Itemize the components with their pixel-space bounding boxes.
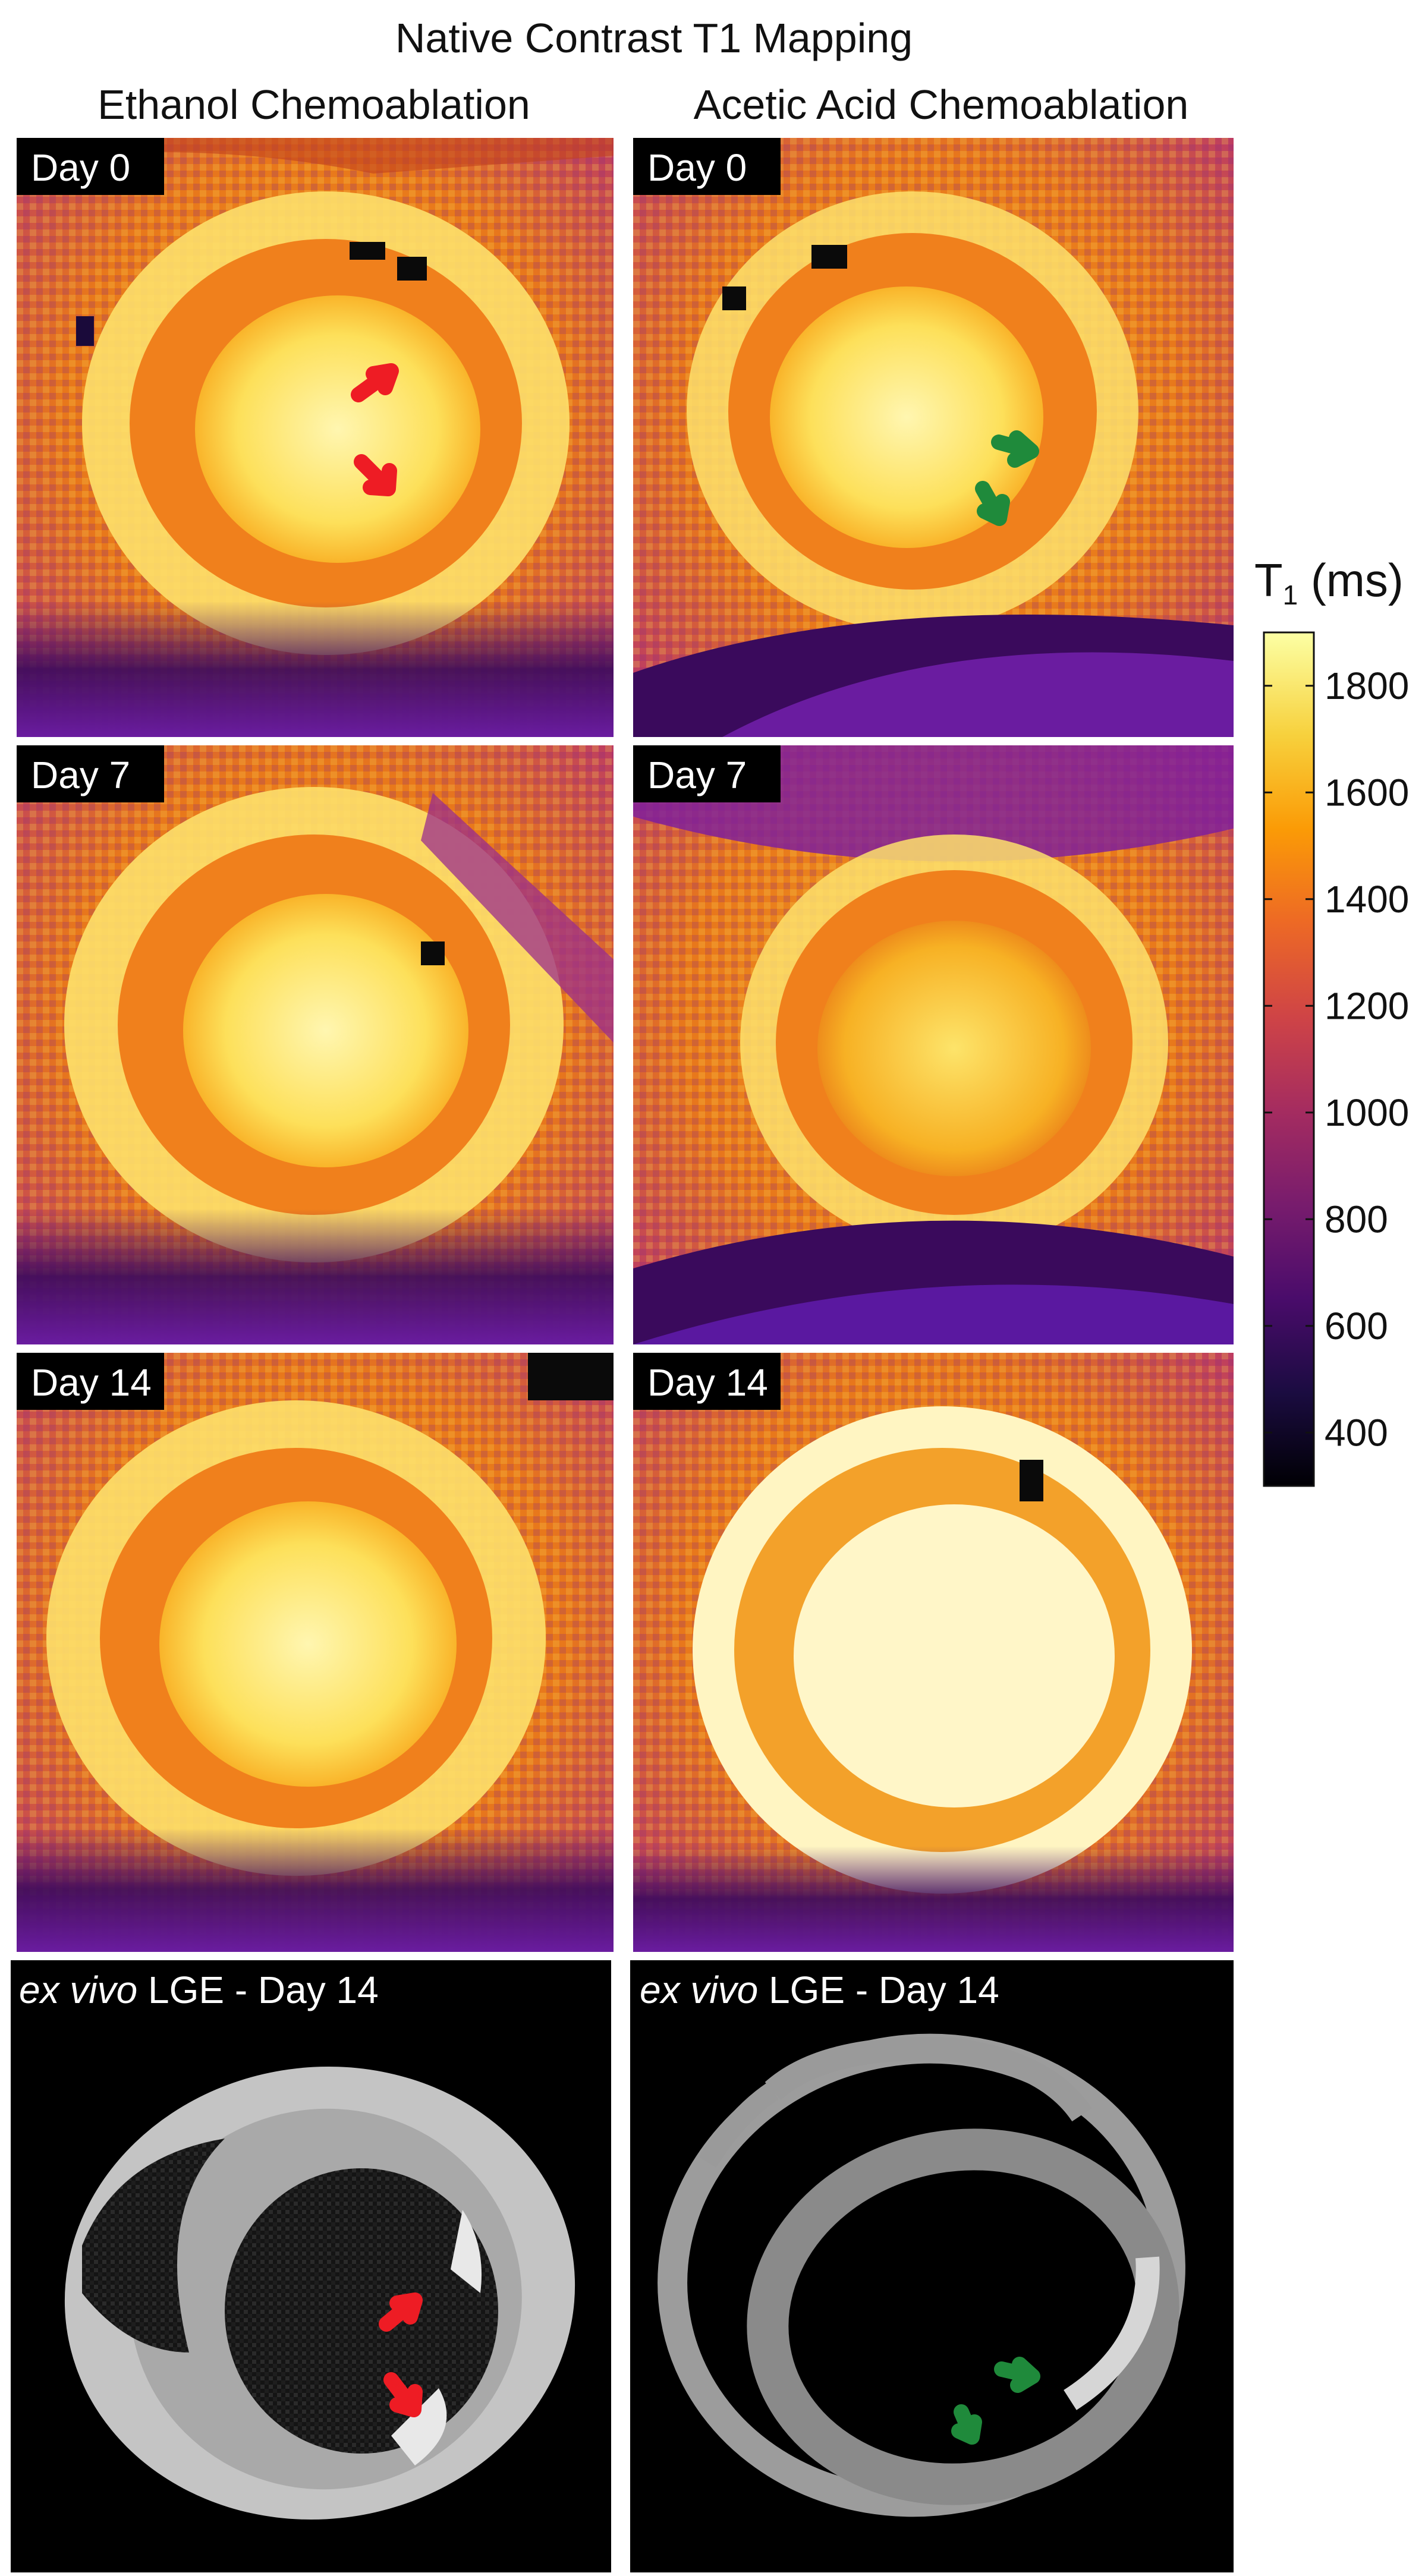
day-label: Day 14 [647, 1361, 768, 1404]
green-arrow-icon [975, 481, 1010, 526]
colorbar-tick-label: 1400 [1325, 878, 1409, 921]
red-arrow-icon [354, 454, 397, 496]
lge-label-suffix: LGE - Day 14 [137, 1969, 379, 2011]
lge-ethanol-day14: ex vivo LGE - Day 14 [11, 1960, 611, 2572]
colorbar-title: T1 (ms) [1254, 554, 1404, 610]
colorbar-tick-label: 1000 [1325, 1091, 1409, 1134]
lge-acetic-day14: ex vivo LGE - Day 14 [630, 1960, 1234, 2572]
colorbar-tick-label: 400 [1325, 1411, 1388, 1454]
column-header-acetic: Acetic Acid Chemoablation [694, 81, 1189, 128]
colorbar-tick-label: 1600 [1325, 771, 1409, 814]
colorbar-title-unit: (ms) [1298, 554, 1404, 606]
colorbar-tick-label: 1200 [1325, 984, 1409, 1027]
colorbar-title-symbol: T [1254, 554, 1283, 606]
day-label: Day 7 [647, 754, 747, 796]
red-arrow-icon [379, 2292, 423, 2332]
day-label: Day 0 [647, 146, 747, 189]
lge-label-suffix: LGE - Day 14 [758, 1969, 999, 2011]
colorbar-scale [1263, 631, 1315, 1487]
lge-label-prefix: ex vivo [19, 1969, 137, 2011]
day-label: Day 14 [31, 1361, 152, 1404]
green-arrow-icon [994, 2357, 1040, 2393]
lge-label: ex vivo LGE - Day 14 [19, 1969, 379, 2011]
day-label: Day 7 [31, 754, 130, 796]
t1-map-acetic-day7: Day 7 [633, 745, 1234, 1344]
colorbar: T1 (ms) 1800 1600 1400 1200 1000 800 600 400 [1254, 554, 1409, 1487]
colorbar-tick-label: 1800 [1325, 665, 1409, 707]
colorbar-ticks: 1800 1600 1400 1200 1000 800 600 400 [1264, 665, 1409, 1454]
colorbar-tick-label: 600 [1325, 1305, 1388, 1347]
t1-map-ethanol-day0: Day 0 [17, 138, 614, 737]
red-arrow-icon [351, 363, 399, 402]
colorbar-title-subscript: 1 [1283, 580, 1298, 610]
day-label: Day 0 [31, 146, 130, 189]
lge-label-prefix: ex vivo [640, 1969, 758, 2011]
colorbar-tick-label: 800 [1325, 1198, 1388, 1240]
green-arrow-icon [951, 2404, 982, 2445]
figure-title: Native Contrast T1 Mapping [395, 15, 913, 61]
t1-map-acetic-day14: Day 14 [633, 1353, 1234, 1952]
t1-map-ethanol-day7: Day 7 [17, 745, 614, 1344]
red-arrow-icon [383, 2372, 423, 2417]
t1-map-ethanol-day14: Day 14 [17, 1353, 614, 1952]
t1-map-acetic-day0: Day 0 [633, 138, 1234, 737]
column-header-ethanol: Ethanol Chemoablation [97, 81, 530, 128]
green-arrow-icon [991, 430, 1039, 468]
lge-label: ex vivo LGE - Day 14 [640, 1969, 999, 2011]
